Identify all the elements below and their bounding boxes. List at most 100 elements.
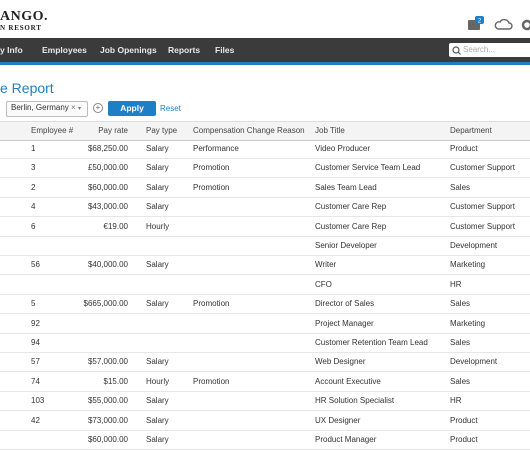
table-cell: Web Designer bbox=[315, 357, 366, 367]
table-row bbox=[0, 236, 530, 256]
table-cell: 5 bbox=[31, 299, 36, 309]
table-cell: UX Designer bbox=[315, 415, 361, 425]
table-cell: Product Manager bbox=[315, 435, 377, 444]
filter-text: Berlin, Germany bbox=[11, 103, 69, 112]
table-cell: Marketing bbox=[450, 260, 486, 270]
filter-select[interactable] bbox=[6, 101, 88, 117]
caret: ▾ bbox=[77, 106, 81, 112]
table-row bbox=[0, 217, 530, 237]
table-cell: Salary bbox=[146, 163, 169, 173]
table-cell: Salary bbox=[146, 182, 169, 192]
table-cell: Promotion bbox=[193, 376, 230, 386]
cloud-icon[interactable] bbox=[494, 18, 513, 30]
table-cell: 74 bbox=[31, 376, 40, 386]
table-row bbox=[0, 158, 530, 179]
table-cell: Product bbox=[450, 144, 478, 153]
table-cell: $55,000.00 bbox=[87, 396, 128, 406]
table-header bbox=[0, 121, 530, 141]
table-cell: Senior Developer bbox=[315, 241, 377, 250]
badge bbox=[475, 16, 484, 24]
nav-item[interactable]: Job Openings bbox=[100, 45, 157, 55]
search-box[interactable] bbox=[449, 43, 530, 57]
table-row bbox=[0, 314, 530, 334]
table-cell: Salary bbox=[146, 396, 169, 406]
nav-item[interactable]: Files bbox=[215, 45, 235, 55]
filter-clear[interactable]: × bbox=[71, 103, 76, 112]
column-header: Pay rate bbox=[98, 126, 128, 135]
table-cell: Customer Retention Team Lead bbox=[315, 338, 428, 347]
logo-sub: N RESORT bbox=[0, 24, 42, 32]
column-header: Pay type bbox=[146, 126, 178, 135]
page-title: e Report bbox=[0, 80, 54, 96]
table-cell: Customer Support bbox=[450, 221, 515, 231]
table-cell: 94 bbox=[31, 338, 40, 347]
table-cell: Sales bbox=[450, 299, 471, 309]
table-cell: Promotion bbox=[193, 299, 230, 309]
table-cell: Writer bbox=[315, 260, 337, 270]
table-cell: $60,000.00 bbox=[87, 182, 128, 192]
table-cell: Development bbox=[450, 241, 498, 250]
table-row bbox=[0, 333, 530, 353]
table-cell: $43,000.00 bbox=[87, 202, 128, 212]
table-cell: Director of Sales bbox=[315, 299, 375, 309]
table-cell: CFO bbox=[315, 279, 332, 289]
table-cell: Product bbox=[450, 415, 478, 425]
badge-count: 2 bbox=[478, 19, 482, 25]
table-cell: 6 bbox=[31, 221, 36, 231]
table-cell: Promotion bbox=[193, 182, 230, 192]
table-cell: €19.00 bbox=[103, 221, 128, 231]
table-row bbox=[0, 391, 530, 412]
nav-bar bbox=[0, 38, 530, 62]
table-cell: Development bbox=[450, 357, 498, 367]
table-row bbox=[0, 139, 530, 159]
table-row bbox=[0, 352, 530, 373]
top-bar bbox=[0, 0, 530, 38]
column-header: Department bbox=[450, 126, 492, 135]
table-cell: Marketing bbox=[450, 318, 486, 328]
nav-item[interactable]: Employees bbox=[42, 45, 87, 55]
nav-item[interactable]: y Info bbox=[0, 45, 23, 55]
table-cell: Performance bbox=[193, 144, 239, 153]
table-cell: Salary bbox=[146, 144, 169, 153]
gear-icon[interactable] bbox=[521, 19, 530, 31]
table-cell: $665,000.00 bbox=[83, 299, 129, 309]
table-cell: $60,000.00 bbox=[87, 435, 128, 444]
table-cell: Product bbox=[450, 435, 478, 444]
column-header: Employee # bbox=[31, 126, 74, 135]
filter-value: Berlin, Germany × ▾ bbox=[11, 103, 81, 112]
search-icon bbox=[452, 46, 461, 55]
table-cell: 2 bbox=[31, 182, 36, 192]
table-row bbox=[0, 372, 530, 392]
table-row bbox=[0, 275, 530, 295]
table-cell: £50,000.00 bbox=[87, 163, 128, 173]
table-row bbox=[0, 255, 530, 276]
table-cell: Customer Support bbox=[450, 202, 515, 212]
table-cell: Salary bbox=[146, 299, 169, 309]
table-cell: Salary bbox=[146, 357, 169, 367]
table-row bbox=[0, 294, 530, 315]
add-filter[interactable]: + bbox=[93, 103, 103, 113]
table-cell: Project Manager bbox=[315, 318, 374, 328]
table-cell: HR bbox=[450, 396, 462, 406]
table-cell: Hourly bbox=[146, 376, 170, 386]
table-cell: Sales Team Lead bbox=[315, 182, 377, 192]
table-cell: $68,250.00 bbox=[87, 144, 128, 153]
table-cell: $15.00 bbox=[103, 376, 128, 386]
table-cell: $57,000.00 bbox=[87, 357, 128, 367]
table-cell: Account Executive bbox=[315, 376, 381, 386]
table-cell: 42 bbox=[31, 415, 40, 425]
table-cell: Salary bbox=[146, 202, 169, 212]
nav-item[interactable]: Reports bbox=[168, 45, 201, 55]
table-cell: Sales bbox=[450, 338, 471, 347]
table-cell: 103 bbox=[31, 396, 45, 406]
table-cell: Salary bbox=[146, 435, 169, 444]
table-cell: Customer Care Rep bbox=[315, 202, 387, 212]
table-cell: Video Producer bbox=[315, 144, 370, 153]
table-row bbox=[0, 178, 530, 198]
apply-button[interactable]: Apply bbox=[108, 101, 156, 116]
table-cell: Sales bbox=[450, 182, 471, 192]
logo: ANGO. bbox=[0, 9, 48, 24]
reset-link[interactable]: Reset bbox=[160, 104, 181, 113]
table-cell: $73,000.00 bbox=[87, 415, 128, 425]
table-cell: HR bbox=[450, 279, 462, 289]
